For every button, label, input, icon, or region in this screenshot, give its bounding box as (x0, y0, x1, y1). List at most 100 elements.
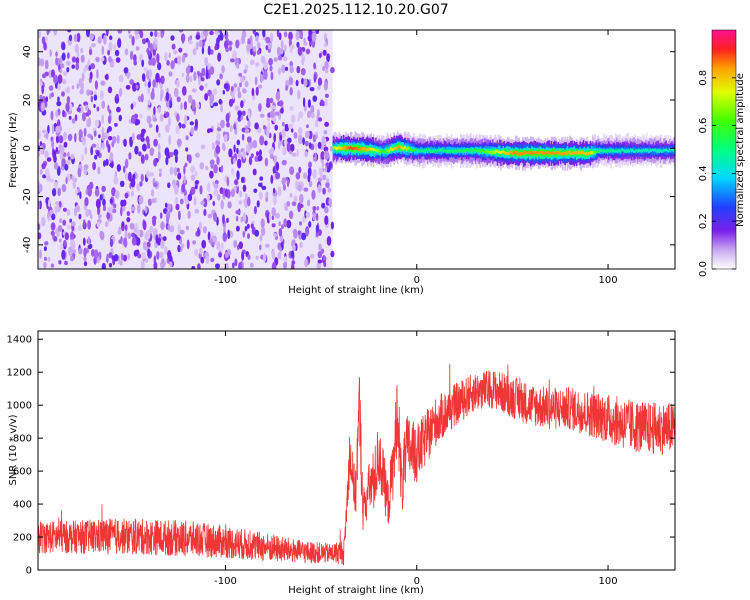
signal-cell (457, 149, 460, 153)
signal-cell (496, 150, 499, 154)
noise-cell (246, 223, 250, 229)
noise-cell (215, 139, 220, 146)
noise-cell (107, 115, 112, 124)
noise-cell (322, 256, 327, 261)
noise-cell (173, 50, 178, 55)
noise-cell (272, 187, 276, 194)
noise-cell (89, 33, 94, 41)
noise-cell (163, 246, 168, 255)
signal-cell (667, 149, 670, 153)
noise-cell (166, 88, 169, 93)
noise-cell (43, 261, 47, 269)
noise-cell (106, 211, 111, 220)
noise-cell (79, 191, 82, 200)
signal-cell (492, 150, 494, 154)
signal-cell (532, 151, 534, 154)
noise-cell (328, 161, 333, 169)
noise-cell (284, 126, 289, 132)
signal-cell (535, 151, 538, 154)
noise-cell (187, 193, 193, 202)
signal-cell (493, 151, 495, 155)
noise-cell (224, 251, 229, 259)
noise-cell (44, 256, 47, 261)
signal-cell (356, 147, 359, 151)
signal-cell (418, 150, 421, 153)
signal-cell (422, 149, 424, 153)
signal-cell (555, 151, 557, 154)
noise-cell (128, 34, 133, 39)
noise-cell (288, 210, 294, 220)
noise-cell (135, 236, 141, 246)
noise-cell (140, 260, 145, 269)
noise-cell (233, 83, 238, 88)
signal-cell (386, 149, 388, 152)
noise-cell (88, 110, 92, 115)
signal-cell (431, 150, 433, 154)
noise-cell (280, 64, 286, 73)
y-tick-label: 1000 (7, 401, 32, 412)
noise-cell (120, 206, 123, 217)
noise-cell (313, 62, 316, 69)
signal-cell (610, 148, 612, 152)
noise-cell (281, 146, 286, 155)
noise-cell (135, 46, 140, 51)
noise-cell (273, 132, 277, 143)
signal-cell (408, 147, 410, 150)
noise-cell (213, 212, 218, 222)
noise-cell (166, 60, 170, 66)
noise-cell (183, 165, 186, 175)
noise-cell (83, 127, 87, 137)
noise-cell (206, 182, 211, 192)
noise-cell (159, 251, 164, 259)
signal-cell (426, 150, 429, 153)
noise-cell (156, 251, 160, 260)
noise-cell (62, 71, 68, 76)
noise-cell (237, 158, 242, 169)
noise-cell (86, 30, 90, 38)
noise-cell (132, 82, 137, 92)
noise-cell (298, 111, 304, 118)
signal-cell (357, 145, 360, 151)
noise-cell (236, 170, 240, 181)
noise-cell (142, 241, 148, 251)
noise-cell (323, 130, 328, 135)
signal-cell (433, 150, 436, 154)
signal-cell (525, 151, 527, 155)
signal-cell (505, 149, 508, 155)
signal-cell (332, 147, 335, 150)
noise-cell (129, 79, 135, 85)
noise-cell (80, 54, 85, 63)
noise-cell (317, 184, 322, 193)
signal-cell (349, 146, 352, 149)
noise-cell (87, 236, 91, 245)
signal-cell (359, 147, 361, 150)
noise-cell (44, 150, 49, 158)
signal-cell (604, 150, 607, 153)
signal-cell (385, 148, 387, 152)
noise-cell (40, 102, 46, 112)
noise-cell (147, 142, 151, 149)
noise-cell (148, 69, 152, 79)
noise-cell (194, 248, 199, 257)
signal-cell (582, 151, 585, 155)
noise-cell (289, 193, 293, 198)
noise-cell (226, 122, 230, 128)
signal-cell (446, 149, 448, 153)
noise-cell (63, 141, 68, 148)
signal-cell (460, 149, 462, 153)
noise-cell (250, 153, 254, 159)
noise-cell (279, 47, 284, 55)
signal-cell (668, 148, 671, 152)
signal-cell (393, 147, 395, 150)
noise-cell (233, 123, 237, 130)
signal-cell (601, 149, 603, 153)
noise-cell (61, 52, 66, 61)
signal-cell (650, 149, 652, 152)
noise-cell (53, 74, 58, 84)
colorbar-tick-label: 0.2 (698, 213, 709, 229)
signal-cell (527, 151, 530, 154)
noise-cell (271, 262, 276, 269)
noise-cell (64, 232, 69, 241)
noise-cell (291, 152, 297, 157)
noise-cell (76, 107, 82, 112)
